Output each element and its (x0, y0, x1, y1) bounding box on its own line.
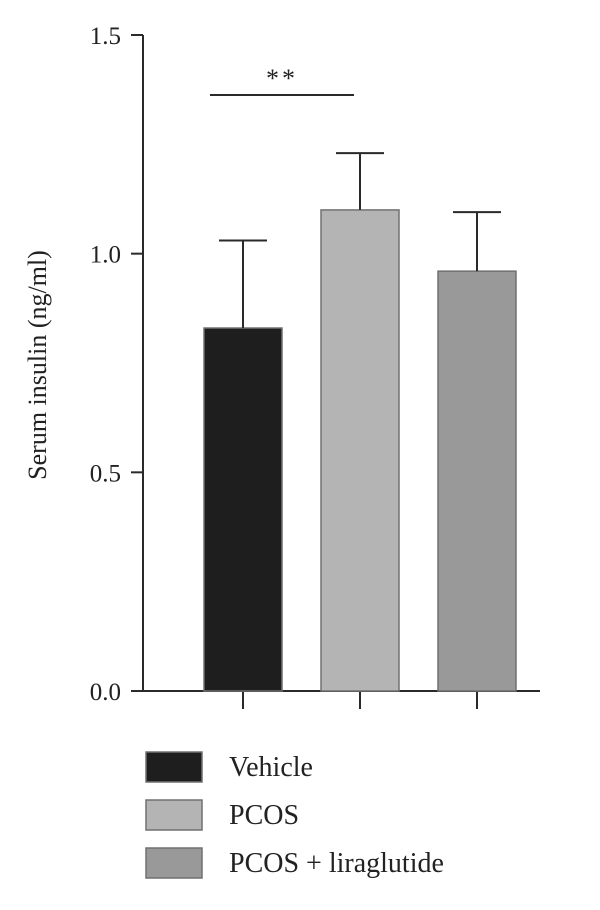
legend-swatch (145, 751, 203, 783)
significance-label: ** (266, 64, 298, 93)
y-tick-label: 1.5 (90, 23, 121, 50)
y-tick-label: 0.0 (90, 679, 121, 706)
bar-vehicle (203, 327, 283, 692)
legend-label: Vehicle (229, 752, 313, 783)
legend-label: PCOS + liraglutide (229, 848, 444, 879)
chart-error-bars (219, 152, 501, 329)
chart-legend: Vehicle PCOS PCOS + liraglutide (145, 751, 444, 879)
bar-pcos-liraglutide (437, 270, 517, 692)
legend-swatch (145, 847, 203, 879)
y-axis-title: Serum insulin (ng/ml) (23, 250, 52, 480)
legend-label: PCOS (229, 800, 299, 831)
chart-axes: 0.0 0.5 1.0 1.5 Serum insulin (ng/ml) (23, 23, 540, 709)
y-tick-label: 0.5 (90, 460, 121, 487)
y-tick-label: 1.0 (90, 242, 121, 269)
bar-pcos (320, 209, 400, 692)
chart-annotations: ** (210, 64, 354, 96)
chart-bars (203, 209, 517, 692)
legend-swatch (145, 799, 203, 831)
